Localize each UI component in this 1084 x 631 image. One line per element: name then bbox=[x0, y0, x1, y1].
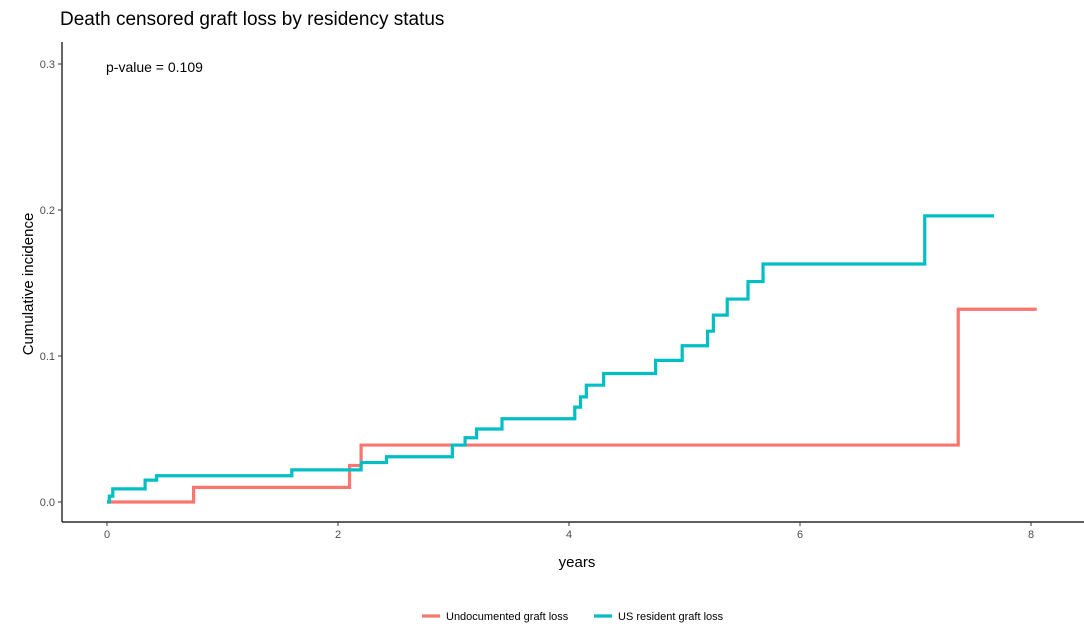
y-tick-label: 0.1 bbox=[40, 351, 55, 363]
plot-area: 0 2 4 6 8 0.0 0.1 0.2 0.3 bbox=[40, 42, 1084, 541]
p-value-annotation: p-value = 0.109 bbox=[106, 59, 203, 75]
series-line-us-resident-graft-loss bbox=[107, 214, 995, 504]
y-tick-label: 0.3 bbox=[40, 59, 55, 71]
legend-label-us-resident-graft-loss: US resident graft loss bbox=[618, 611, 724, 623]
chart-title: Death censored graft loss by residency s… bbox=[60, 9, 444, 30]
x-tick-label: 2 bbox=[335, 529, 341, 541]
x-axis-title: years bbox=[559, 554, 596, 571]
x-tick-label: 4 bbox=[566, 529, 572, 541]
legend-label-undocumented-graft-loss: Undocumented graft loss bbox=[446, 611, 569, 623]
series-line-undocumented-graft-loss bbox=[107, 307, 1037, 504]
y-tick-label: 0.0 bbox=[40, 497, 55, 509]
x-tick-label: 6 bbox=[797, 529, 803, 541]
legend: Undocumented graft loss US resident graft… bbox=[422, 611, 724, 623]
y-axis-title: Cumulative incidence bbox=[20, 213, 37, 356]
y-tick-label: 0.2 bbox=[40, 205, 55, 217]
x-tick-label: 8 bbox=[1028, 529, 1034, 541]
x-tick-label: 0 bbox=[104, 529, 110, 541]
